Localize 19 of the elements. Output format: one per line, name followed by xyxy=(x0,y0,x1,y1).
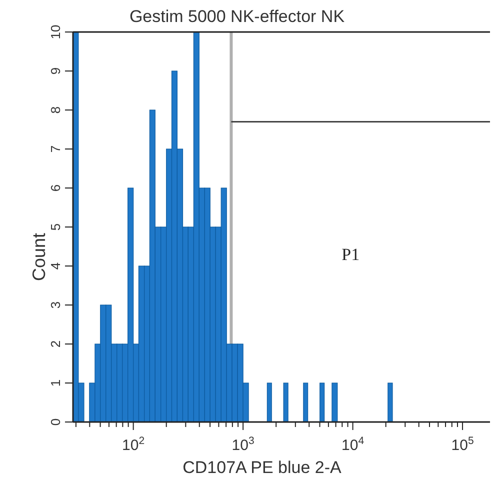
y-tick-label: 8 xyxy=(48,106,63,114)
y-tick-label: 1 xyxy=(48,379,63,387)
y-tick-label: 3 xyxy=(48,301,63,309)
x-tick-label: 10$^{2}$ xyxy=(122,435,145,454)
chart-title: Gestim 5000 NK-effector NK xyxy=(129,7,346,26)
y-tick-label: 6 xyxy=(48,184,63,192)
y-tick-label: 2 xyxy=(48,340,63,348)
x-tick-label: 10$^{4}$ xyxy=(342,435,364,454)
y-tick-label: 0 xyxy=(48,418,63,426)
annotation: P1 xyxy=(342,245,360,264)
x-tick-label: 10$^{5}$ xyxy=(451,435,474,454)
y-tick-label: 10 xyxy=(48,24,63,40)
x-tick-label: 10$^{3}$ xyxy=(232,435,254,454)
y-tick-label: 4 xyxy=(48,262,63,270)
y-tick-label: 9 xyxy=(48,67,63,75)
y-axis-title: Count xyxy=(29,232,49,282)
y-tick-label: 7 xyxy=(48,145,63,153)
x-axis-title: CD107A PE blue 2-A xyxy=(182,458,342,477)
y-tick-label: 5 xyxy=(48,223,63,231)
